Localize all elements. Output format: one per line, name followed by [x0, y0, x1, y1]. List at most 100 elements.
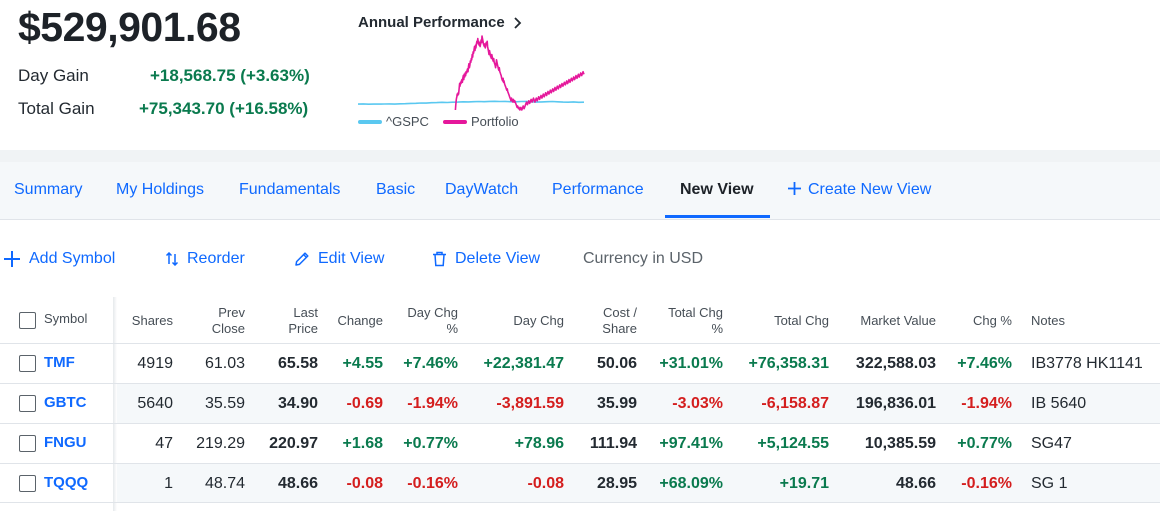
- currency-indicator: Currency in USD: [583, 250, 704, 267]
- col-header-prev-close[interactable]: Prev Close: [212, 305, 245, 337]
- col-header-day-chg-pct-line1: Day Chg: [407, 305, 458, 320]
- symbol-link[interactable]: FNGU: [44, 434, 87, 451]
- cell-total-chg: -6,158.87: [761, 395, 829, 412]
- cell-last-price: 65.58: [277, 355, 318, 372]
- cell-notes: SG47: [1031, 435, 1072, 452]
- plus-icon: [4, 251, 20, 267]
- tab-new-view[interactable]: New View: [680, 181, 754, 198]
- add-symbol-button[interactable]: Add Symbol: [3, 240, 115, 278]
- cell-total-chg-pct: +31.01%: [659, 355, 723, 372]
- legend-item-gspc: ^GSPC: [358, 114, 429, 129]
- row-checkbox[interactable]: [19, 435, 36, 452]
- cell-shares: 4919: [137, 355, 173, 372]
- col-header-last-price-line2: Price: [288, 321, 318, 336]
- col-header-total-chg-pct-line1: Total Chg: [668, 305, 723, 320]
- reorder-button[interactable]: Reorder: [165, 240, 245, 278]
- cell-notes: IB3778 HK1141: [1031, 355, 1143, 372]
- col-header-cost-share[interactable]: Cost / Share: [602, 305, 637, 337]
- row-checkbox[interactable]: [19, 355, 36, 372]
- tab-my-holdings[interactable]: My Holdings: [116, 181, 205, 198]
- col-header-shares[interactable]: Shares: [131, 313, 173, 328]
- legend-label-portfolio: Portfolio: [470, 114, 519, 129]
- performance-chart: [358, 35, 585, 111]
- cell-prev-close: 61.03: [204, 355, 245, 372]
- cell-cost-share: 28.95: [596, 475, 637, 492]
- col-header-prev-close-line1: Prev: [218, 305, 245, 320]
- portfolio-summary: $529,901.68 Day Gain +18,568.75 (+3.63%)…: [0, 0, 1160, 150]
- chevron-right-icon: [514, 16, 521, 29]
- row-checkbox[interactable]: [19, 475, 36, 492]
- symbol-link[interactable]: TMF: [44, 354, 75, 371]
- col-header-total-chg-pct-line2: %: [711, 321, 723, 336]
- add-symbol-label: Add Symbol: [29, 250, 116, 267]
- col-header-chg-pct[interactable]: Chg %: [972, 313, 1012, 328]
- cell-cost-share: 111.94: [589, 435, 637, 452]
- active-tab-indicator: [665, 215, 770, 218]
- select-all-checkbox[interactable]: [19, 312, 36, 329]
- col-header-total-chg[interactable]: Total Chg: [774, 313, 829, 328]
- col-header-change[interactable]: Change: [337, 313, 383, 328]
- tab-fundamentals[interactable]: Fundamentals: [239, 181, 341, 198]
- annual-performance-link[interactable]: Annual Performance: [358, 14, 522, 31]
- tab-daywatch[interactable]: DayWatch: [445, 181, 519, 198]
- tab-create-new-view[interactable]: Create New View: [787, 162, 931, 219]
- series-line-portfolio: [454, 35, 585, 111]
- col-header-cost-share-line1: Cost /: [603, 305, 637, 320]
- cell-last-price: 48.66: [277, 475, 318, 492]
- cell-change: +4.55: [342, 355, 383, 372]
- tab-performance[interactable]: Performance: [552, 181, 644, 198]
- total-gain-value: +75,343.70 (+16.58%): [139, 99, 309, 118]
- section-divider: [0, 150, 1160, 162]
- tab-basic[interactable]: Basic: [376, 181, 416, 198]
- cell-prev-close: 35.59: [204, 395, 245, 412]
- cell-last-price: 34.90: [277, 395, 318, 412]
- create-new-view-label: Create New View: [808, 181, 932, 198]
- legend-item-portfolio: Portfolio: [442, 114, 519, 129]
- table-row: TQQQ 1 48.74 48.66 -0.08 -0.16% -0.08 28.95 +68.…: [0, 463, 1160, 503]
- table-row: GBTC 5640 35.59 34.90 -0.69 -1.94% -3,891.59 35…: [0, 383, 1160, 423]
- portfolio-total-value: $529,901.68: [18, 4, 241, 50]
- symbol-link[interactable]: GBTC: [44, 394, 87, 411]
- edit-view-label: Edit View: [318, 250, 385, 267]
- cell-day-chg: +78.96: [514, 435, 564, 452]
- cell-day-chg-pct: +7.46%: [403, 355, 458, 372]
- legend-swatch-gspc: [358, 119, 382, 124]
- holdings-toolbar: Add Symbol Reorder Edit View Delete View…: [0, 240, 1160, 278]
- table-header: Symbol Shares Prev Close Last Price Change…: [0, 297, 1160, 343]
- legend-label-gspc: ^GSPC: [386, 114, 429, 129]
- cell-notes: SG 1: [1031, 475, 1068, 492]
- row-background: [117, 464, 1160, 503]
- table-row: FNGU 47 219.29 220.97 +1.68 +0.77% +78.96 111.9…: [0, 423, 1160, 463]
- col-header-symbol[interactable]: Symbol: [44, 311, 88, 326]
- cell-market-value: 10,385.59: [864, 435, 936, 452]
- cell-change: +1.68: [342, 435, 383, 452]
- day-gain-value: +18,568.75 (+3.63%): [150, 66, 310, 85]
- col-header-prev-close-line2: Close: [211, 321, 245, 336]
- symbol-link[interactable]: TQQQ: [44, 474, 89, 491]
- cell-cost-share: 50.06: [596, 355, 637, 372]
- col-header-total-chg-pct[interactable]: Total Chg%: [668, 305, 723, 337]
- col-header-notes[interactable]: Notes: [1031, 313, 1065, 328]
- delete-view-label: Delete View: [455, 250, 541, 267]
- tab-summary[interactable]: Summary: [14, 181, 83, 198]
- row-background: [117, 384, 1160, 423]
- col-header-day-chg-pct[interactable]: Day Chg%: [407, 305, 458, 337]
- cell-day-chg-pct: +0.77%: [403, 435, 458, 452]
- cell-chg-pct: +7.46%: [957, 355, 1012, 372]
- cell-day-chg: -3,891.59: [496, 395, 564, 412]
- edit-view-button[interactable]: Edit View: [294, 240, 384, 278]
- col-header-market-value[interactable]: Market Value: [860, 313, 936, 328]
- cell-chg-pct: +0.77%: [957, 435, 1012, 452]
- col-header-day-chg[interactable]: Day Chg: [513, 313, 564, 328]
- cell-prev-close: 219.29: [196, 435, 245, 452]
- col-header-last-price[interactable]: Last Price: [288, 305, 318, 337]
- annual-performance-widget: Annual Performance ^GSPC Portfolio: [358, 12, 598, 137]
- cell-total-chg-pct: -3.03%: [672, 395, 723, 412]
- row-checkbox[interactable]: [19, 395, 36, 412]
- total-gain-label: Total Gain: [18, 99, 95, 118]
- cell-cost-share: 35.99: [596, 395, 637, 412]
- delete-view-button[interactable]: Delete View: [432, 240, 540, 278]
- cell-day-chg: +22,381.47: [483, 355, 564, 372]
- reorder-label: Reorder: [187, 250, 245, 267]
- frozen-column-shadow: [113, 297, 117, 511]
